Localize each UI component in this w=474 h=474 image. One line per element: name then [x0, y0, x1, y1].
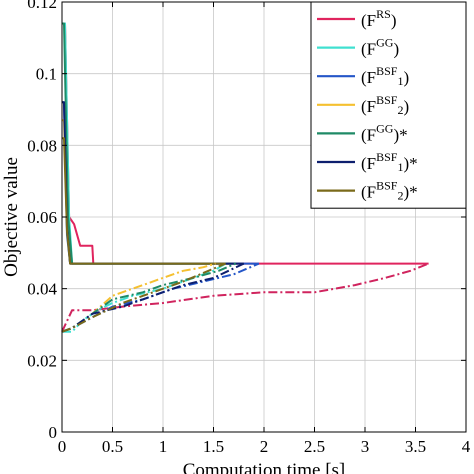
- series-line: [61, 262, 260, 333]
- axis-ticks: 0 0.5 1 1.5 2 2.5 3 3.5 4 0 0.02 0.04 0.06 0.08 0.1 0.1…: [27, 0, 471, 456]
- series-line: [62, 137, 226, 265]
- x-tick-label: 0: [58, 437, 67, 456]
- y-tick-label: 0: [49, 423, 58, 442]
- y-tick-label: 0.06: [27, 208, 57, 227]
- legend-entry: (FBSF1): [361, 64, 409, 88]
- y-tick-label: 0.1: [36, 65, 57, 84]
- series-line: [62, 119, 216, 265]
- x-tick-label: 2: [260, 437, 269, 456]
- y-tick-label: 0.02: [27, 351, 57, 370]
- y-tick-label: 0.04: [27, 280, 57, 299]
- legend: (FRS) (FGG) (FBSF1) (FBSF2) (FGG)* (FBSF1)* (F…: [310, 1, 467, 209]
- series-line: [61, 262, 429, 333]
- series-line: [61, 262, 245, 333]
- legend-entry: (FBSF2)*: [361, 179, 418, 203]
- legend-entry: (FBSF1)*: [361, 150, 418, 174]
- series-line: [62, 22, 226, 265]
- x-tick-label: 3: [361, 437, 370, 456]
- series-line: [62, 101, 259, 265]
- legend-entry: (FGG): [361, 36, 399, 59]
- y-tick-label: 0.12: [27, 0, 57, 12]
- series-lines: [61, 22, 429, 333]
- y-tick-label: 0.08: [27, 136, 57, 155]
- y-axis-label: Objective value: [1, 157, 22, 277]
- series-line: [62, 101, 244, 265]
- legend-entry: (FRS): [361, 7, 396, 30]
- x-tick-label: 2.5: [304, 437, 325, 456]
- x-axis-label: Computation time [s]: [183, 460, 346, 474]
- x-tick-label: 1.5: [203, 437, 224, 456]
- series-line: [61, 262, 226, 333]
- x-tick-label: 0.5: [102, 437, 123, 456]
- x-tick-label: 4: [462, 437, 471, 456]
- x-tick-label: 1: [159, 437, 168, 456]
- x-tick-label: 3.5: [405, 437, 426, 456]
- series-line: [62, 22, 236, 265]
- legend-entry: (FGG)*: [361, 121, 408, 144]
- legend-entry: (FBSF2): [361, 93, 409, 117]
